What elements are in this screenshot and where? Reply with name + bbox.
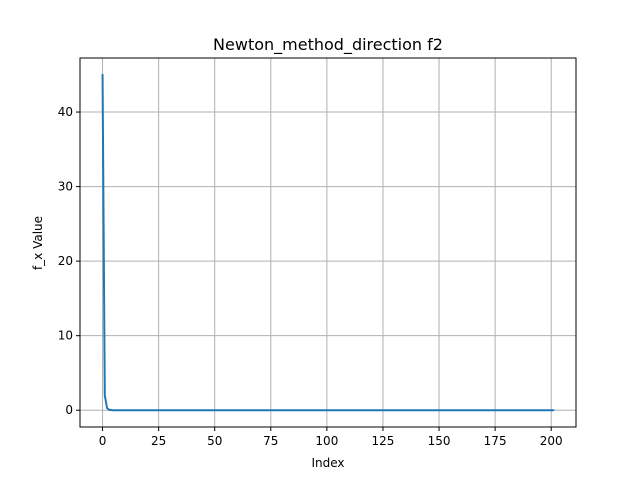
y-axis-ticks: 0 10 20 30 40 <box>58 105 80 417</box>
x-tick-label: 100 <box>315 434 338 448</box>
x-tick-label: 50 <box>207 434 222 448</box>
x-tick-label: 200 <box>540 434 563 448</box>
y-axis-label: f_x Value <box>31 216 45 270</box>
grid-lines <box>80 58 576 427</box>
x-tick-label: 150 <box>428 434 451 448</box>
x-tick-label: 0 <box>99 434 107 448</box>
y-tick-label: 30 <box>58 180 73 194</box>
x-axis-ticks: 0 25 50 75 100 125 150 175 200 <box>99 427 563 448</box>
x-tick-label: 175 <box>484 434 507 448</box>
y-tick-label: 20 <box>58 254 73 268</box>
x-tick-label: 25 <box>151 434 166 448</box>
x-tick-label: 125 <box>372 434 395 448</box>
series-line <box>101 73 555 412</box>
series-layer <box>101 73 555 412</box>
y-tick-label: 40 <box>58 105 73 119</box>
x-tick-label: 75 <box>263 434 278 448</box>
y-tick-label: 0 <box>65 403 73 417</box>
plot-frame <box>79 57 577 428</box>
y-tick-label: 10 <box>58 329 73 343</box>
axes <box>79 57 577 428</box>
x-axis-label: Index <box>311 456 344 470</box>
chart-title: Newton_method_direction f2 <box>213 35 443 55</box>
